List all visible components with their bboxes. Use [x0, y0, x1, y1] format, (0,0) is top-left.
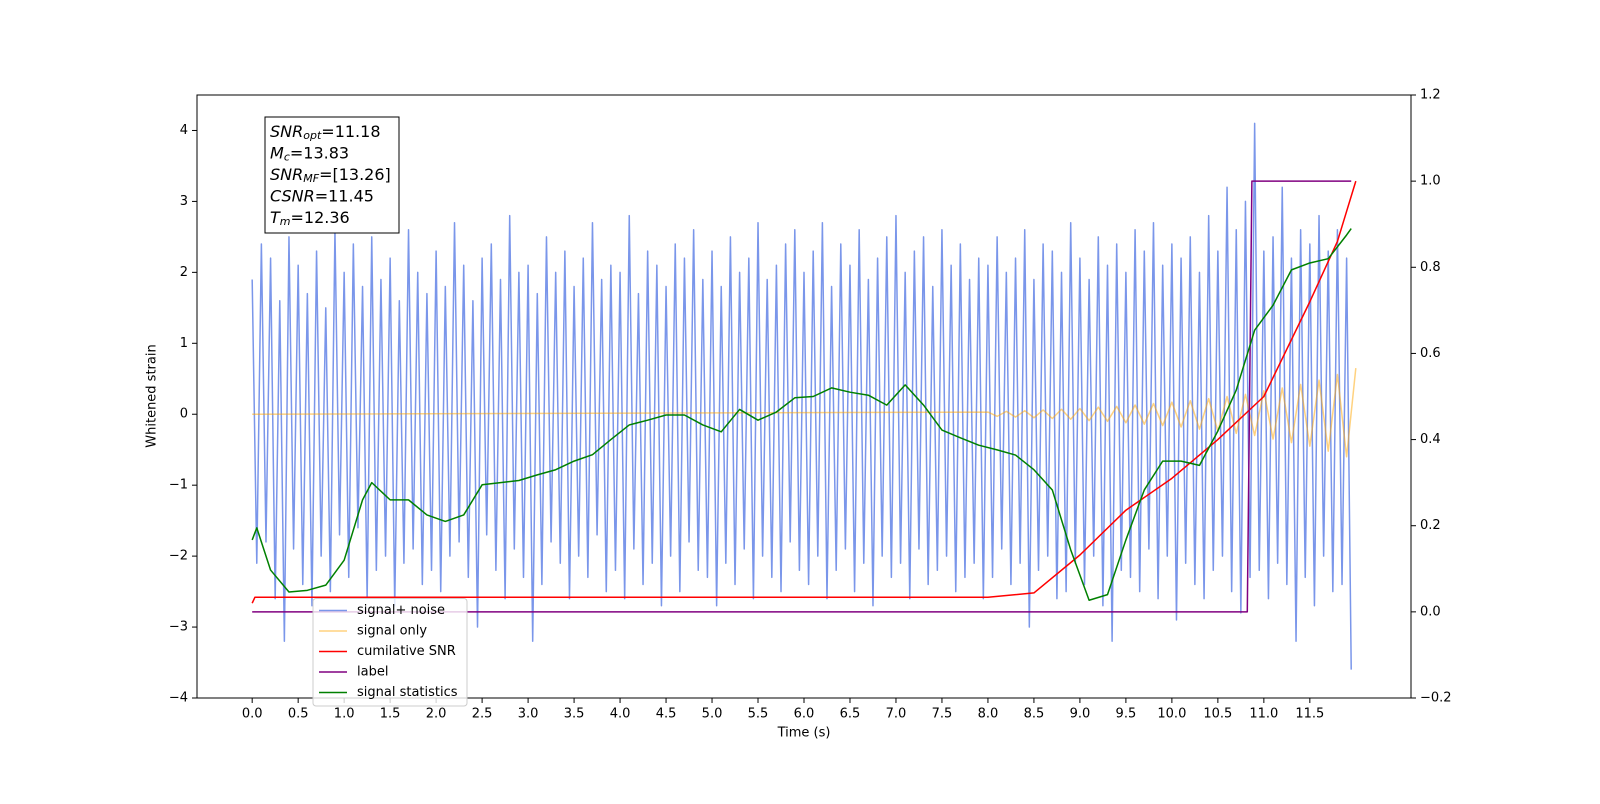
legend-label: cumilative SNR: [357, 644, 456, 659]
x-tick-label: 5.5: [748, 707, 769, 722]
annotation-symbol: SNR: [270, 122, 303, 141]
x-tick-label: 9.5: [1116, 707, 1137, 722]
series-line: [252, 180, 1352, 613]
y2-tick-label: 1.2: [1420, 88, 1441, 103]
annotation-subscript: opt: [303, 129, 322, 142]
x-tick-label: 9.0: [1070, 707, 1091, 722]
annotation-symbol: CSNR: [270, 186, 315, 205]
x-tick-label: 8.0: [978, 707, 999, 722]
y-tick-label: −4: [169, 691, 188, 706]
legend-label: label: [357, 665, 388, 680]
y2-tick-label: 0.4: [1420, 432, 1441, 447]
x-tick-label: 10.0: [1157, 707, 1186, 722]
annotation-subscript: MF: [303, 172, 319, 185]
y-axis-label: Whitened strain: [145, 344, 160, 447]
annotation-line: SNRopt=11.18: [270, 122, 381, 143]
legend-label: signal+ noise: [357, 603, 445, 618]
annotation-subscript: m: [280, 215, 291, 228]
y-tick-label: −2: [169, 549, 188, 564]
y-tick-label: −3: [169, 620, 188, 635]
series-line: [251, 122, 1352, 670]
y2-tick-label: −0.2: [1420, 691, 1452, 706]
legend-box: [312, 598, 468, 707]
y2-tick-label: 0.0: [1420, 604, 1441, 619]
y2-tick-label: 0.8: [1420, 260, 1441, 275]
annotation-subscript: c: [284, 151, 290, 164]
x-tick-label: 4.0: [610, 707, 631, 722]
x-tick-label: 3.5: [564, 707, 585, 722]
x-tick-label: 0.0: [242, 707, 263, 722]
y-tick-label: 2: [180, 265, 188, 280]
annotation: SNRopt=11.18Mc=13.83SNRMF=[13.26]CSNR=11…: [264, 116, 400, 234]
annotation-value: =11.18: [321, 122, 380, 141]
annotation-line: Tm=12.36: [270, 208, 350, 229]
legend: signal+ noise signal only cumilative SNR la…: [312, 598, 468, 707]
series-line: [251, 228, 1352, 601]
annotation-box: [264, 116, 400, 234]
annotation-line: CSNR=11.45: [270, 186, 374, 205]
x-tick-label: 11.5: [1295, 707, 1324, 722]
x-tick-label: 5.0: [702, 707, 723, 722]
series-line: [252, 368, 1357, 458]
x-tick-label: 2.5: [472, 707, 493, 722]
x-tick-label: 0.5: [288, 707, 309, 722]
x-tick-label: 4.5: [656, 707, 677, 722]
x-tick-label: 8.5: [1024, 707, 1045, 722]
annotation-value: =[13.26]: [319, 165, 391, 184]
x-axis-label: Time (s): [777, 726, 831, 741]
y-tick-label: 0: [180, 407, 188, 422]
annotation-line: Mc=13.83: [270, 143, 349, 164]
x-tick-label: 3.0: [518, 707, 539, 722]
annotation-value: =11.45: [315, 186, 374, 205]
y-tick-label: 4: [180, 123, 188, 138]
x-tick-label: 2.0: [426, 707, 447, 722]
x-tick-label: 7.5: [932, 707, 953, 722]
y2-tick-label: 1.0: [1420, 174, 1441, 189]
legend-label: signal statistics: [357, 685, 458, 700]
x-tick-label: 6.0: [794, 707, 815, 722]
x-tick-label: 1.0: [334, 707, 355, 722]
annotation-value: =12.36: [291, 208, 350, 227]
x-tick-label: 6.5: [840, 707, 861, 722]
annotation-symbol: M: [270, 143, 284, 162]
legend-label: signal only: [357, 624, 427, 639]
y2-tick-label: 0.2: [1420, 518, 1441, 533]
plot-frame: [196, 94, 1412, 699]
y-tick-label: −1: [169, 478, 188, 493]
annotation-line: SNRMF=[13.26]: [270, 165, 391, 186]
y2-tick-label: 0.6: [1420, 346, 1441, 361]
annotation-value: =13.83: [290, 143, 349, 162]
x-tick-label: 7.0: [886, 707, 907, 722]
annotation-symbol: SNR: [270, 165, 303, 184]
series-line: [251, 180, 1357, 604]
y-tick-label: 1: [180, 336, 188, 351]
x-tick-label: 11.0: [1249, 707, 1278, 722]
x-tick-label: 10.5: [1203, 707, 1232, 722]
y-tick-label: 3: [180, 194, 188, 209]
annotation-symbol: T: [270, 208, 281, 227]
x-tick-label: 1.5: [380, 707, 401, 722]
